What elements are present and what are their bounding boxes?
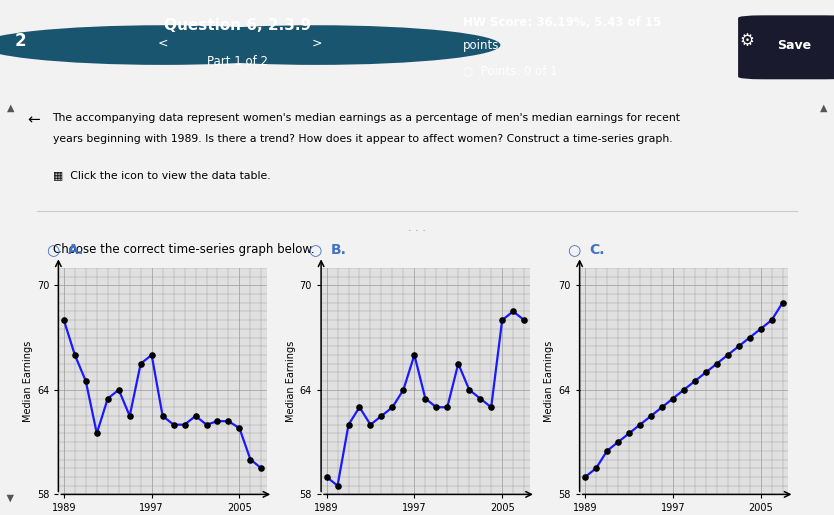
Text: ▦  Click the icon to view the data table.: ▦ Click the icon to view the data table. [53,170,270,180]
Point [320,473,334,481]
Point [600,447,614,455]
Text: Choose the correct time-series graph below.: Choose the correct time-series graph bel… [53,243,314,256]
Point [156,412,169,420]
Point [145,351,158,359]
Text: B.: B. [330,243,346,258]
Point [123,412,137,420]
Point [463,386,476,394]
Text: >: > [312,37,322,50]
Point [134,359,148,368]
Point [776,299,789,307]
Point [90,430,103,438]
Point [732,342,746,350]
Point [590,464,603,472]
Point [699,368,712,376]
Text: ←: ← [28,112,40,127]
Text: ▲: ▲ [7,103,14,113]
Point [222,417,235,425]
Text: ▲: ▲ [7,492,14,502]
Text: Question 6, 2.3.9: Question 6, 2.3.9 [164,18,311,33]
Point [743,333,756,341]
Text: ⚙: ⚙ [739,31,754,49]
Point [68,351,82,359]
Text: ○  Points: 0 of 1: ○ Points: 0 of 1 [463,64,557,77]
Point [656,403,669,411]
Text: HW Score: 36.19%, 5.43 of 15: HW Score: 36.19%, 5.43 of 15 [463,16,661,29]
Point [374,412,388,420]
Text: A.: A. [68,243,84,258]
Point [342,421,355,429]
Point [112,386,125,394]
Point [517,316,530,324]
Point [721,351,735,359]
Text: ○: ○ [46,243,59,258]
Point [353,403,366,411]
Point [645,412,658,420]
Point [233,424,246,432]
Point [167,421,180,429]
Text: points: points [463,39,500,52]
Point [474,394,487,403]
Point [611,438,625,446]
Text: years beginning with 1989. Is there a trend? How does it appear to affect women?: years beginning with 1989. Is there a tr… [53,134,672,144]
Point [200,421,214,429]
Text: Save: Save [777,39,811,52]
Circle shape [133,25,500,65]
Text: Part 1 of 2: Part 1 of 2 [207,55,269,68]
Point [101,394,114,403]
Point [58,316,71,324]
Text: ○: ○ [567,243,580,258]
Point [79,377,93,385]
Y-axis label: Median Earnings: Median Earnings [544,340,554,422]
Point [633,421,646,429]
Point [688,377,701,385]
Point [397,386,410,394]
Y-axis label: Median Earnings: Median Earnings [23,340,33,422]
Text: <: < [158,37,168,50]
Point [485,403,498,411]
Text: . . .: . . . [408,223,426,233]
Point [254,464,268,472]
Point [408,351,421,359]
Point [244,455,257,464]
Point [178,421,191,429]
Point [430,403,443,411]
Text: 2: 2 [15,31,27,49]
Point [506,307,520,316]
Text: ○: ○ [309,243,322,258]
Point [495,316,509,324]
Point [754,324,767,333]
Point [622,430,636,438]
Point [419,394,432,403]
Point [331,482,344,490]
Point [211,417,224,425]
Point [386,403,399,411]
Text: ▲: ▲ [820,103,827,113]
Point [710,359,723,368]
FancyBboxPatch shape [738,15,834,79]
Point [765,316,778,324]
Y-axis label: Median Earnings: Median Earnings [285,340,295,422]
Text: The accompanying data represent women's median earnings as a percentage of men's: The accompanying data represent women's … [53,113,681,123]
Point [188,412,202,420]
Point [364,421,377,429]
Point [666,394,680,403]
Point [677,386,691,394]
Text: C.: C. [589,243,605,258]
Point [440,403,454,411]
Circle shape [0,25,346,65]
Point [451,359,465,368]
Point [579,473,592,481]
